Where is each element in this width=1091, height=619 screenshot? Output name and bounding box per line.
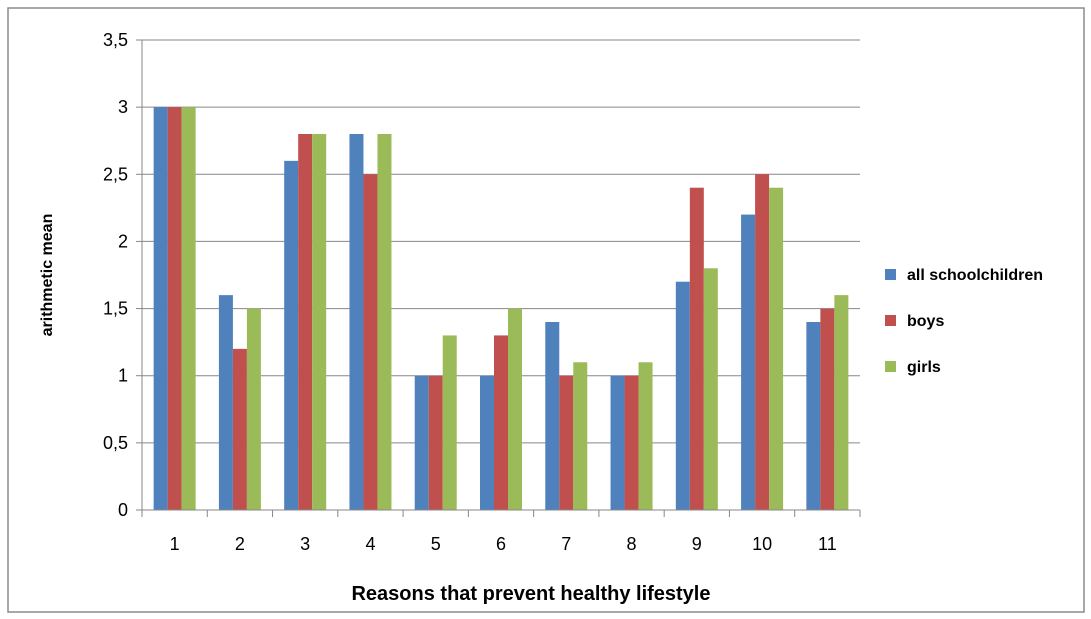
legend: all schoolchildren boys girls bbox=[885, 267, 1043, 376]
bar-1-9 bbox=[675, 281, 690, 510]
bar-2-11 bbox=[820, 308, 835, 510]
bars bbox=[153, 107, 849, 511]
bar-2-9 bbox=[689, 187, 704, 510]
bar-1-5 bbox=[414, 375, 429, 510]
bar-3-5 bbox=[442, 335, 457, 510]
bar-1-6 bbox=[480, 375, 494, 510]
bar-3-3 bbox=[312, 134, 327, 510]
x-tick-label: 8 bbox=[627, 534, 637, 554]
bar-2-7 bbox=[559, 375, 574, 510]
bar-2-2 bbox=[232, 348, 247, 510]
y-tick-labels: 0 0,5 1 1,5 2 2,5 3 3,5 bbox=[103, 30, 128, 520]
bar-2-5 bbox=[428, 375, 443, 510]
bar-3-7 bbox=[573, 362, 588, 510]
x-tick-label: 6 bbox=[496, 534, 506, 554]
y-tick-label: 3,5 bbox=[103, 30, 128, 50]
y-tick-label: 3 bbox=[118, 97, 128, 117]
x-tick-label: 11 bbox=[818, 534, 837, 554]
x-tick-labels: 1 2 3 4 5 6 7 8 9 10 11 bbox=[170, 534, 837, 554]
x-tick-label: 1 bbox=[170, 534, 180, 554]
bar-3-2 bbox=[246, 308, 261, 510]
x-tick-label: 2 bbox=[235, 534, 245, 554]
bar-1-4 bbox=[349, 134, 364, 510]
x-tick-label: 5 bbox=[431, 534, 441, 554]
bar-3-4 bbox=[377, 134, 392, 510]
bar-1-11 bbox=[806, 322, 821, 510]
y-axis-title: arithmetic mean bbox=[39, 214, 56, 337]
y-tick-label: 0,5 bbox=[103, 433, 128, 453]
legend-label: boys bbox=[907, 313, 944, 330]
x-tick-label: 4 bbox=[365, 534, 375, 554]
bar-1-2 bbox=[218, 295, 233, 510]
x-axis-title: Reasons that prevent healthy lifestyle bbox=[351, 583, 710, 605]
bar-1-10 bbox=[741, 214, 756, 511]
bar-3-9 bbox=[703, 268, 718, 510]
bar-3-11 bbox=[834, 295, 849, 510]
bar-1-3 bbox=[284, 160, 299, 510]
bar-3-6 bbox=[508, 308, 522, 510]
y-tick-label: 2 bbox=[118, 231, 128, 251]
bar-1-1 bbox=[153, 107, 168, 511]
legend-swatch bbox=[885, 361, 896, 372]
bar-3-1 bbox=[181, 107, 196, 511]
bar-2-4 bbox=[363, 174, 378, 511]
y-tick-label: 1 bbox=[118, 366, 128, 386]
bar-2-3 bbox=[298, 134, 313, 510]
bar-3-8 bbox=[638, 362, 653, 510]
x-tick-label: 10 bbox=[752, 534, 772, 554]
x-tick-label: 7 bbox=[561, 534, 571, 554]
bar-3-10 bbox=[769, 187, 784, 510]
legend-swatch bbox=[885, 269, 896, 280]
bar-1-7 bbox=[545, 322, 560, 510]
legend-label: all schoolchildren bbox=[907, 267, 1043, 284]
bar-1-8 bbox=[610, 375, 625, 510]
bar-2-10 bbox=[755, 174, 770, 511]
y-tick-label: 0 bbox=[118, 500, 128, 520]
y-tick-label: 1,5 bbox=[103, 299, 128, 319]
gridlines bbox=[142, 39, 860, 444]
y-tick-label: 2,5 bbox=[103, 164, 128, 184]
bar-2-8 bbox=[624, 375, 639, 510]
x-tick-label: 9 bbox=[692, 534, 702, 554]
legend-label: girls bbox=[907, 359, 941, 376]
bar-2-6 bbox=[494, 335, 508, 510]
bar-2-1 bbox=[167, 107, 182, 511]
axes bbox=[136, 39, 861, 517]
x-tick-label: 3 bbox=[300, 534, 310, 554]
legend-swatch bbox=[885, 315, 896, 326]
